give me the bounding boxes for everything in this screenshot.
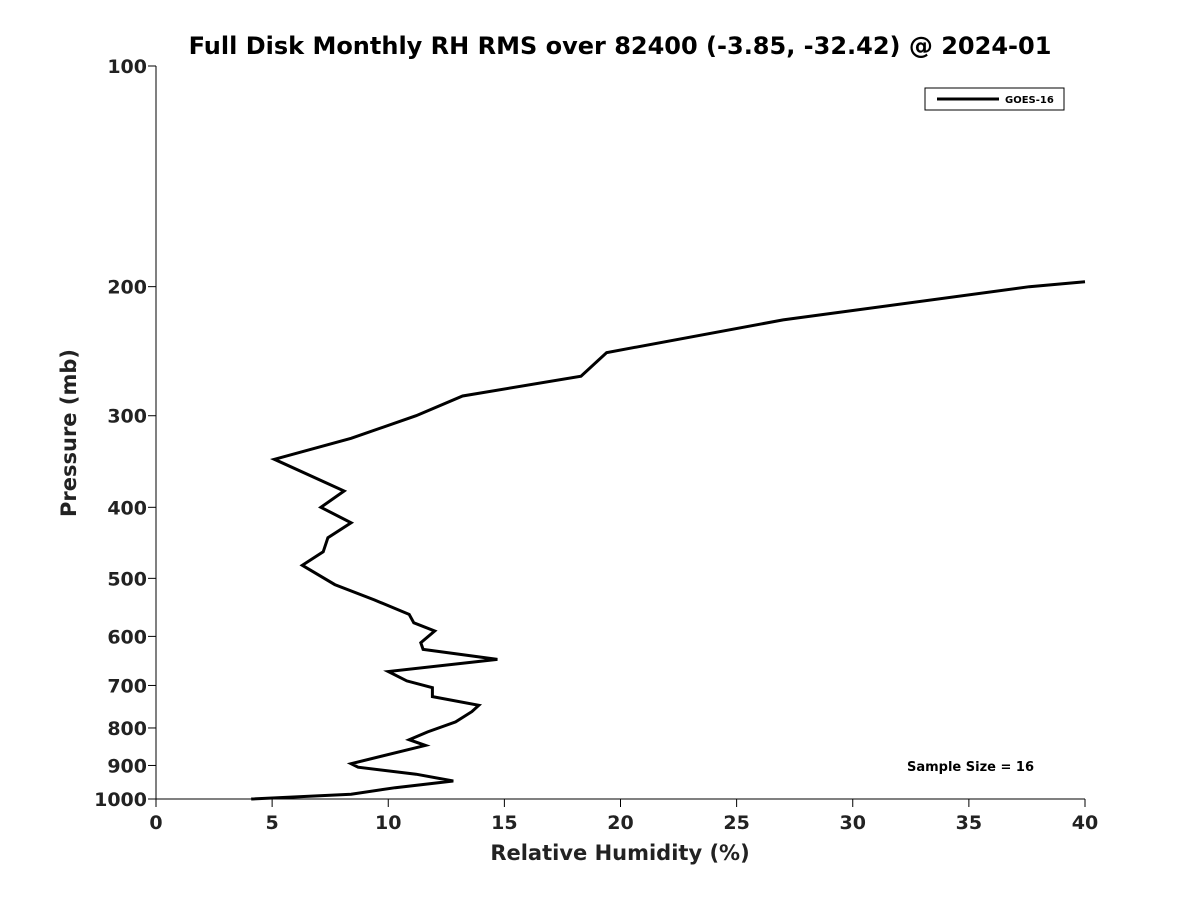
- x-tick-label-7: 35: [956, 812, 982, 834]
- y-tick-label-9: 1000: [94, 789, 147, 811]
- legend: GOES-16: [924, 87, 1065, 111]
- y-tick-label-3: 400: [107, 497, 147, 519]
- y-tick-label-4: 500: [107, 568, 147, 590]
- y-tick-label-1: 200: [107, 277, 147, 299]
- plot-area: 0 5 10 15 20 25 30 35 40 100 200 300 400 500 600 700 800…: [94, 56, 1098, 834]
- x-axis-label: Relative Humidity (%): [490, 841, 749, 865]
- x-tick-label-4: 20: [607, 812, 633, 834]
- x-tick-label-5: 25: [723, 812, 749, 834]
- y-tick-label-2: 300: [107, 406, 147, 428]
- series-line-goes-16: [251, 280, 1086, 801]
- x-tick-label-8: 40: [1072, 812, 1098, 834]
- y-tick-label-8: 900: [107, 755, 147, 777]
- x-tick-label-2: 10: [375, 812, 401, 834]
- y-tick-label-0: 100: [107, 56, 147, 78]
- x-tick-label-6: 30: [840, 812, 866, 834]
- x-tick-label-3: 15: [491, 812, 517, 834]
- x-tick-label-0: 0: [149, 812, 162, 834]
- legend-label-goes-16: GOES-16: [1005, 95, 1054, 106]
- x-tick-label-1: 5: [266, 812, 279, 834]
- y-tick-label-6: 700: [107, 675, 147, 697]
- sample-size-annotation: Sample Size = 16: [907, 760, 1034, 775]
- y-axis-label: Pressure (mb): [57, 349, 81, 517]
- y-tick-label-7: 800: [107, 718, 147, 740]
- chart-title: Full Disk Monthly RH RMS over 82400 (-3.…: [189, 32, 1052, 60]
- y-tick-label-5: 600: [107, 626, 147, 648]
